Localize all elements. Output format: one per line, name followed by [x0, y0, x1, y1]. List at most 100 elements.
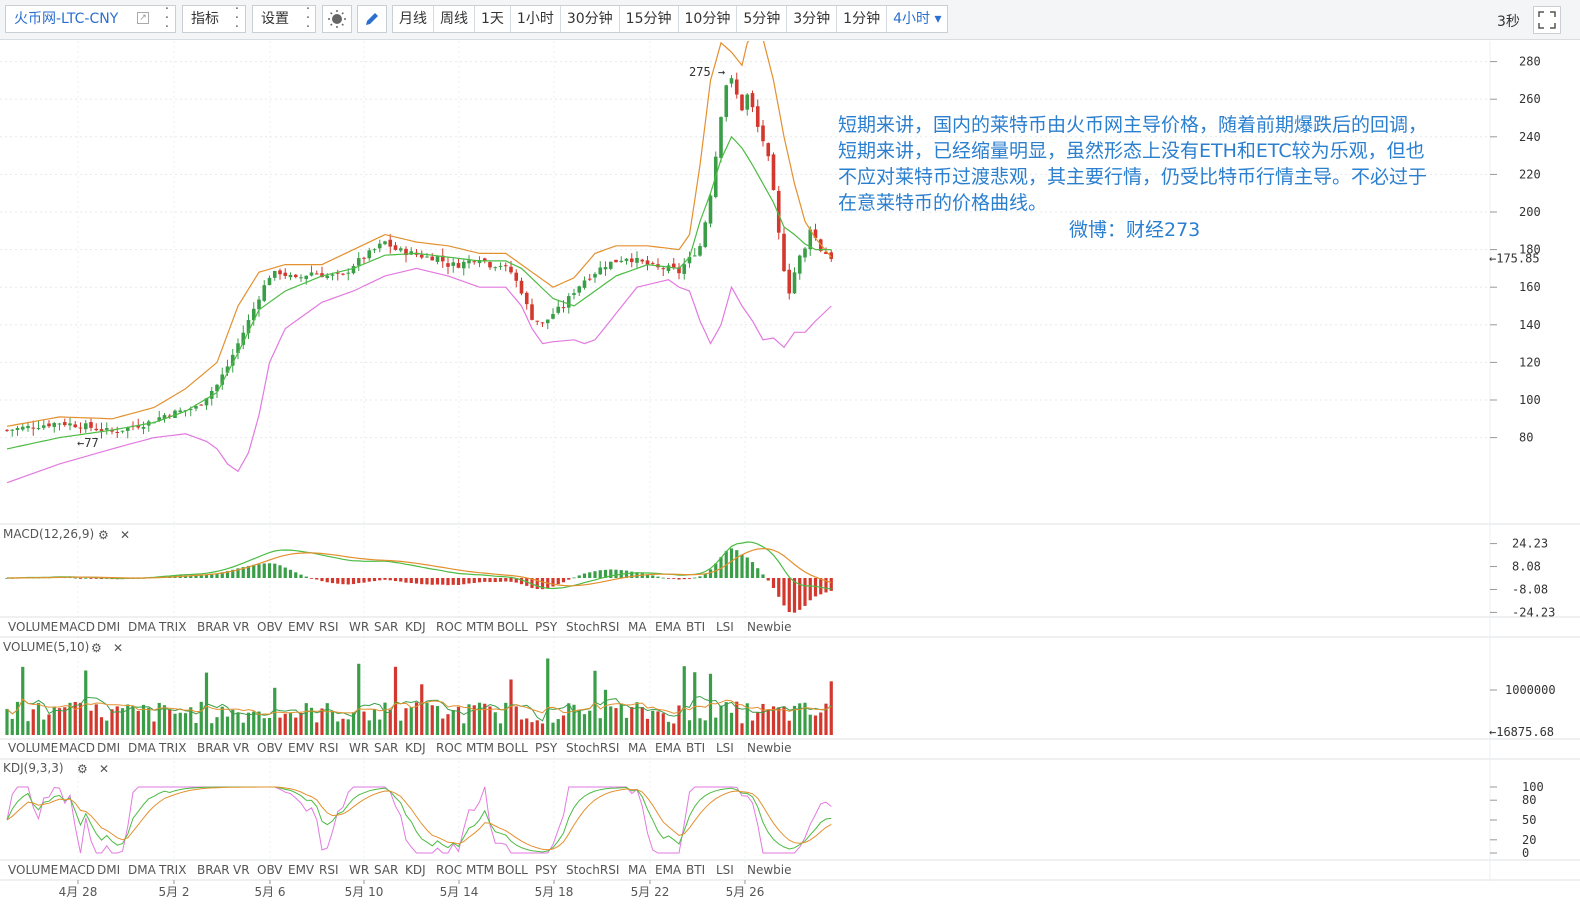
refresh-interval[interactable]: 3秒	[1497, 14, 1520, 30]
candle-body	[78, 427, 83, 429]
volume-bar	[241, 722, 245, 735]
macd-histogram-bar	[651, 575, 655, 578]
price-chart[interactable]: 275 →←77 2802602402202001801601401201008…	[0, 41, 1580, 909]
candle-body	[572, 293, 576, 295]
candle-body	[99, 429, 104, 432]
candle-body	[629, 258, 634, 263]
period-tab[interactable]: 1天	[475, 6, 511, 32]
macd-histogram-bar	[745, 557, 749, 578]
candle-body	[698, 246, 702, 256]
price-tick-label: 180	[1519, 243, 1541, 257]
indicators-menu-icon[interactable]: · · ·	[234, 2, 240, 35]
macd-histogram-bar	[199, 575, 203, 578]
fullscreen-button[interactable]	[1533, 6, 1561, 34]
period-tab[interactable]: 周线	[434, 6, 475, 32]
macd-panel[interactable]: MACD(12,26,9) ⚙ ✕ 24.23 8.08 -8.08 -24.23	[3, 527, 1555, 619]
volume-bar	[47, 714, 51, 735]
macd-histogram-bar	[540, 578, 545, 590]
volume-bar	[63, 707, 67, 735]
candle-body	[446, 263, 450, 267]
macd-histogram-bar	[551, 578, 555, 587]
external-link-icon[interactable]: ↗	[137, 12, 149, 24]
candle-body	[425, 256, 429, 258]
volume-bar	[456, 706, 461, 735]
candle-body	[540, 322, 545, 324]
candle-body	[31, 427, 36, 429]
candle-body	[257, 299, 261, 310]
macd-histogram-bar	[467, 578, 471, 584]
volume-panel[interactable]: VOLUME(5,10) ⚙ ✕ 1000000 ←16875.68	[3, 640, 1556, 739]
candle-body	[619, 260, 624, 262]
gear-icon: ⚙	[98, 528, 109, 542]
volume-indicator-tab: TRIX	[158, 741, 186, 755]
candle-body	[351, 266, 356, 274]
settings-menu-icon[interactable]: · · ·	[305, 2, 311, 35]
volume-indicator-tab: EMA	[655, 741, 682, 755]
candle-body	[309, 272, 314, 276]
gear-icon: ⚙	[91, 641, 102, 655]
candle-body	[314, 273, 319, 275]
candle-body	[729, 78, 734, 84]
volume-bar	[94, 704, 98, 735]
period-tab[interactable]: 30分钟	[561, 6, 620, 32]
period-tab[interactable]: 5分钟	[737, 6, 788, 32]
volume-indicator-tab: LSI	[716, 741, 734, 755]
indicators-button[interactable]: 指标	[182, 5, 246, 33]
candle-body	[734, 79, 739, 95]
macd-title: MACD(12,26,9)	[3, 527, 94, 541]
volume-bar	[666, 721, 671, 735]
volume-bar	[509, 679, 513, 735]
candle-body	[624, 258, 629, 261]
annotation-line: 在意莱特币的价格曲线。	[838, 192, 1048, 214]
candle-body	[398, 248, 403, 251]
candle-body	[173, 410, 177, 419]
period-tab[interactable]: 1分钟	[837, 6, 888, 32]
macd-histogram-bar	[414, 578, 419, 584]
candle-body	[614, 259, 618, 263]
macd-histogram-bar	[351, 578, 356, 585]
volume-bar	[315, 722, 319, 735]
period-tab[interactable]: 1小时	[511, 6, 561, 32]
symbol-selector[interactable]: 火币网-LTC-CNY ↗	[5, 5, 176, 33]
theme-toggle-button[interactable]	[322, 5, 352, 33]
volume-bar	[152, 721, 156, 735]
period-tab[interactable]: 15分钟	[620, 6, 679, 32]
candle-body	[509, 266, 513, 273]
indicator-tab-bars: VOLUME MACD DMI DMA TRIX BRAR VR OBV EMV RSI WR SAR…	[8, 620, 792, 877]
period-tab[interactable]: 月线	[393, 6, 434, 32]
volume-bar	[577, 710, 581, 735]
macd-histogram-bar	[320, 578, 324, 582]
volume-bar	[42, 719, 46, 735]
settings-button[interactable]: 设置	[252, 5, 316, 33]
period-tab[interactable]: 10分钟	[679, 6, 738, 32]
candle-body	[41, 425, 46, 428]
volume-bar	[504, 702, 508, 735]
macd-histogram-bar	[399, 578, 403, 582]
macd-indicator-tab: VOLUME	[8, 620, 58, 634]
time-tick-label: 5月 2	[158, 885, 189, 899]
candle-body	[215, 384, 219, 392]
volume-bar	[687, 720, 692, 735]
candle-body	[335, 272, 340, 274]
candlestick-panel[interactable]: 275 → ←77	[5, 41, 834, 484]
macd-histogram-bar	[703, 573, 707, 578]
macd-histogram-bar	[346, 578, 350, 585]
volume-bar	[451, 710, 455, 735]
macd-histogram-bar	[740, 554, 744, 578]
period-tab[interactable]: 4小时 ▾	[893, 11, 942, 27]
macd-histogram-bar	[388, 578, 392, 581]
candle-body	[199, 404, 204, 406]
candle-body	[787, 269, 792, 294]
period-tab[interactable]: 3分钟	[787, 6, 838, 32]
candle-body	[272, 271, 277, 278]
panel-separators	[0, 41, 1580, 881]
candle-body	[535, 320, 540, 322]
macd-histogram-bar	[330, 578, 335, 584]
volume-indicator-tab: OBV	[257, 741, 283, 755]
macd-histogram-bar	[735, 550, 739, 578]
candle-body	[603, 267, 608, 270]
draw-tool-button[interactable]	[357, 5, 387, 33]
symbol-menu-icon[interactable]: · · ·	[164, 2, 170, 35]
candle-body	[740, 94, 744, 111]
